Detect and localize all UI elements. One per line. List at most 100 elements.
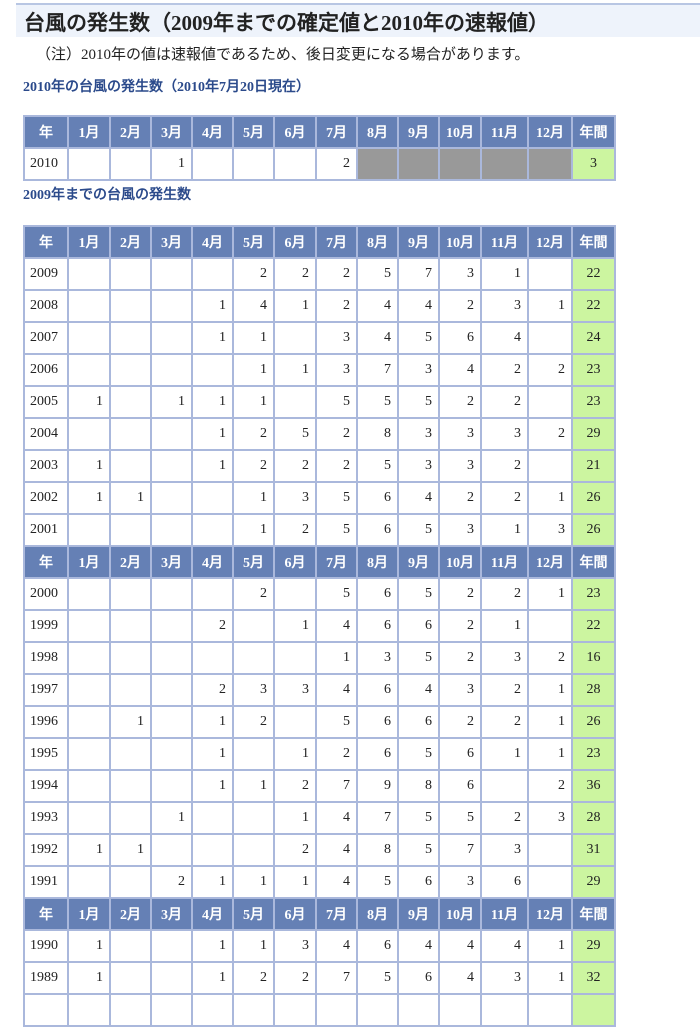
month-count-cell (191, 353, 234, 387)
month-count-cell: 4 (315, 609, 358, 643)
year-cell (23, 993, 69, 1027)
month-count-cell: 6 (438, 737, 482, 771)
column-header: 11月 (480, 897, 529, 931)
month-count-cell: 3 (480, 833, 529, 867)
month-count-cell: 1 (109, 833, 152, 867)
month-count-cell (67, 673, 111, 707)
column-header: 9月 (397, 897, 440, 931)
month-count-cell: 6 (397, 609, 440, 643)
month-count-cell: 2 (315, 289, 358, 323)
month-count-cell: 2 (150, 865, 193, 899)
column-header: 12月 (527, 545, 573, 579)
year-cell: 1994 (23, 769, 69, 803)
month-count-cell: 8 (356, 833, 399, 867)
month-count-cell: 1 (67, 961, 111, 995)
month-count-cell (191, 147, 234, 181)
month-count-cell: 7 (438, 833, 482, 867)
month-count-cell (150, 673, 193, 707)
month-count-cell: 1 (232, 865, 275, 899)
year-cell: 2008 (23, 289, 69, 323)
year-cell: 1992 (23, 833, 69, 867)
month-count-cell: 4 (438, 353, 482, 387)
month-count-cell (67, 147, 111, 181)
table-row: 1989 1 1 2 2 7 5 6 4 3 1 32 (23, 961, 616, 995)
month-count-cell (67, 993, 111, 1027)
month-count-cell: 2 (438, 641, 482, 675)
column-header: 5月 (232, 897, 275, 931)
month-count-cell: 4 (356, 289, 399, 323)
month-count-cell: 4 (438, 929, 482, 963)
month-count-cell (232, 833, 275, 867)
month-count-cell (150, 289, 193, 323)
column-header: 11月 (480, 545, 529, 579)
month-count-cell: 2 (315, 257, 358, 291)
column-header: 7月 (315, 225, 358, 259)
month-count-cell: 3 (480, 289, 529, 323)
month-count-cell: 2 (438, 705, 482, 739)
month-count-cell: 2 (315, 147, 358, 181)
column-header: 6月 (273, 545, 317, 579)
table-row: 1992 1 1 2 4 8 5 7 3 31 (23, 833, 616, 867)
month-count-cell (109, 609, 152, 643)
month-count-cell: 2 (438, 385, 482, 419)
month-count-cell (109, 865, 152, 899)
column-header: 年間 (571, 545, 616, 579)
month-count-cell: 5 (315, 577, 358, 611)
column-header: 7月 (315, 545, 358, 579)
month-count-cell (527, 449, 573, 483)
month-count-cell: 8 (356, 417, 399, 451)
year-cell: 1993 (23, 801, 69, 835)
month-count-cell: 2 (273, 449, 317, 483)
annual-total-cell: 26 (571, 705, 616, 739)
year-cell: 2004 (23, 417, 69, 451)
column-header: 1月 (67, 115, 111, 149)
annual-total-cell: 23 (571, 737, 616, 771)
month-count-cell: 1 (232, 929, 275, 963)
month-count-cell: 1 (191, 705, 234, 739)
column-header: 3月 (150, 115, 193, 149)
month-count-cell (191, 801, 234, 835)
month-count-cell (191, 833, 234, 867)
column-header: 年間 (571, 897, 616, 931)
month-count-cell: 2 (480, 385, 529, 419)
annual-total-cell: 22 (571, 609, 616, 643)
month-count-cell (191, 481, 234, 515)
annual-total-cell: 29 (571, 929, 616, 963)
month-count-cell (150, 705, 193, 739)
month-count-cell (109, 641, 152, 675)
table-row: 1997 2 3 3 4 6 4 3 2 1 28 (23, 673, 616, 707)
column-header: 年間 (571, 115, 616, 149)
month-count-cell (273, 993, 317, 1027)
table-row: 1998 1 3 5 2 3 2 16 (23, 641, 616, 675)
month-count-cell (150, 481, 193, 515)
month-count-cell: 5 (356, 385, 399, 419)
note-text: （注）2010年の値は速報値であるため、後日変更になる場合があります。 (36, 47, 530, 63)
month-count-cell: 1 (527, 481, 573, 515)
unavailable-cell (527, 147, 573, 181)
month-count-cell (150, 577, 193, 611)
month-count-cell: 3 (527, 801, 573, 835)
year-cell: 1990 (23, 929, 69, 963)
table-row: 2010 1 2 3 (23, 147, 616, 181)
table-row: 2000 2 5 6 5 2 2 1 23 (23, 577, 616, 611)
month-count-cell: 4 (397, 289, 440, 323)
month-count-cell: 2 (191, 609, 234, 643)
month-count-cell: 1 (191, 385, 234, 419)
month-count-cell (273, 321, 317, 355)
year-cell: 2010 (23, 147, 69, 181)
month-count-cell (109, 993, 152, 1027)
unavailable-cell (397, 147, 440, 181)
month-count-cell: 6 (356, 513, 399, 547)
month-count-cell: 5 (315, 513, 358, 547)
month-count-cell (150, 833, 193, 867)
month-count-cell (232, 609, 275, 643)
month-count-cell (150, 737, 193, 771)
month-count-cell: 1 (315, 641, 358, 675)
header-row: 年 1月 2月 3月 4月 5月 6月 7月 8月 9月 10月 11月 12月 年間 (23, 545, 616, 579)
month-count-cell (67, 737, 111, 771)
month-count-cell: 2 (527, 417, 573, 451)
year-cell: 1999 (23, 609, 69, 643)
month-count-cell: 1 (527, 577, 573, 611)
month-count-cell: 5 (438, 801, 482, 835)
column-header: 6月 (273, 225, 317, 259)
